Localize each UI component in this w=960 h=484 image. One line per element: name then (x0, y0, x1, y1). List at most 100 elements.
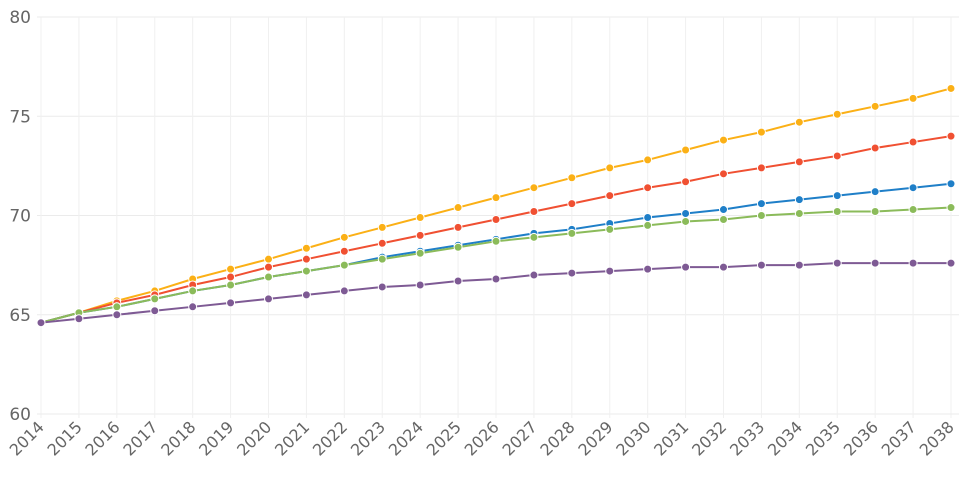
data-point (188, 286, 198, 296)
data-point (794, 157, 804, 167)
data-point (908, 137, 918, 147)
x-tick-label: 2015 (44, 417, 86, 459)
data-point (756, 211, 766, 220)
x-tick-label: 2026 (461, 417, 503, 459)
series-group (36, 83, 956, 328)
x-tick-label: 2016 (81, 417, 123, 459)
data-point (643, 183, 653, 193)
x-tick-label: 2032 (688, 417, 730, 459)
x-tick-label: 2024 (385, 417, 427, 459)
data-point (643, 220, 653, 230)
data-point (226, 298, 236, 308)
data-point (870, 187, 880, 197)
data-point (832, 109, 842, 119)
data-point (453, 276, 463, 286)
x-axis: 2014201520162017201820192020202120222023… (6, 417, 958, 459)
x-tick-label: 2023 (347, 417, 389, 459)
data-point (567, 268, 577, 278)
data-point (832, 191, 842, 201)
data-point (339, 286, 349, 296)
x-tick-label: 2021 (271, 417, 313, 459)
data-point (794, 117, 804, 127)
data-point (719, 262, 728, 272)
data-point (946, 131, 956, 141)
y-tick-label: 80 (9, 8, 31, 28)
data-point (832, 258, 842, 268)
data-point (188, 302, 198, 312)
data-point (453, 242, 463, 252)
x-tick-label: 2034 (764, 417, 806, 459)
x-tick-label: 2018 (157, 417, 199, 459)
data-point (112, 302, 122, 312)
x-tick-label: 2017 (119, 417, 161, 459)
data-point (567, 173, 577, 183)
data-point (415, 230, 425, 240)
data-point (946, 203, 956, 213)
data-point (756, 163, 766, 173)
data-point (719, 205, 728, 215)
data-point (491, 274, 501, 284)
data-point (264, 294, 273, 304)
data-point (301, 243, 311, 253)
data-point (226, 264, 236, 274)
data-point (36, 318, 46, 328)
x-tick-label: 2020 (233, 417, 275, 459)
x-tick-label: 2030 (612, 417, 654, 459)
data-point (226, 272, 236, 282)
data-point (529, 270, 539, 280)
x-tick-label: 2029 (574, 417, 616, 459)
y-tick-label: 65 (9, 306, 31, 326)
data-point (453, 222, 463, 232)
y-axis: 60 65 70 75 80 (9, 8, 31, 425)
data-point (453, 203, 463, 213)
data-point (415, 248, 425, 258)
series-3 (36, 203, 956, 328)
x-tick-label: 2027 (499, 417, 541, 459)
data-point (643, 155, 653, 165)
x-tick-label: 2035 (802, 417, 844, 459)
data-point (756, 260, 766, 270)
data-point (643, 212, 653, 222)
data-point (529, 232, 539, 242)
data-point (150, 306, 160, 316)
data-point (377, 254, 387, 264)
data-point (301, 290, 311, 300)
x-tick-label: 2028 (536, 417, 578, 459)
data-point (832, 151, 842, 161)
data-point (415, 212, 425, 222)
data-point (377, 222, 387, 232)
data-point (681, 262, 691, 272)
data-point (264, 272, 273, 282)
y-tick-label: 60 (9, 405, 31, 425)
data-point (377, 238, 387, 248)
data-point (794, 260, 804, 270)
x-tick-label: 2025 (423, 417, 465, 459)
data-point (491, 193, 501, 203)
data-point (681, 177, 691, 187)
data-point (377, 282, 387, 292)
data-point (794, 209, 804, 219)
data-point (264, 262, 273, 272)
data-point (74, 314, 84, 324)
data-point (870, 207, 880, 217)
data-point (756, 127, 766, 137)
data-point (605, 191, 615, 201)
data-point (719, 169, 728, 179)
data-point (339, 246, 349, 256)
x-tick-label: 2031 (650, 417, 692, 459)
data-point (681, 145, 691, 155)
x-tick-label: 2019 (195, 417, 237, 459)
data-point (946, 258, 956, 268)
data-point (529, 183, 539, 193)
data-point (605, 224, 615, 234)
y-tick-label: 75 (9, 107, 31, 127)
x-tick-label: 2022 (309, 417, 351, 459)
data-point (643, 264, 653, 274)
data-point (908, 183, 918, 193)
data-point (908, 205, 918, 215)
data-point (719, 214, 728, 224)
data-point (567, 228, 577, 238)
data-point (226, 280, 236, 290)
data-point (719, 135, 728, 145)
